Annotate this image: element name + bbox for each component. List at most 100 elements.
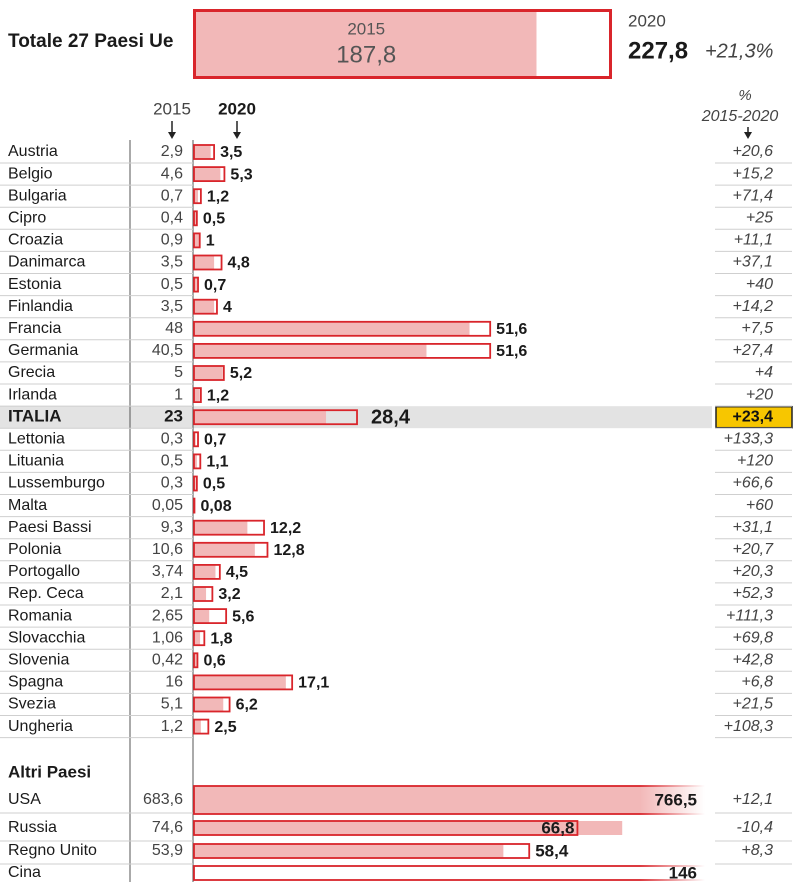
change-label: +21,3% (705, 40, 773, 62)
bar-outline (193, 608, 228, 624)
bar-outline (193, 718, 210, 735)
value-label: 187,8 (336, 41, 396, 68)
value-label: 3,5 (161, 298, 183, 315)
category-label: Francia (8, 320, 61, 337)
value-label: 0,5 (161, 453, 183, 470)
value-label: 0,7 (204, 432, 226, 449)
change-label: +40 (746, 276, 773, 293)
change-label: +11,1 (734, 232, 773, 249)
value-label: 3,74 (152, 563, 183, 580)
value-label: 12,8 (273, 542, 304, 559)
category-label: Estonia (8, 276, 61, 293)
bar (194, 321, 470, 336)
value-label: 0,9 (161, 232, 183, 249)
bar-outline (193, 232, 201, 249)
value-label: 66,8 (541, 818, 574, 837)
category-label: Malta (8, 497, 47, 514)
value-label: 0,7 (204, 277, 226, 294)
category-label: ITALIA (8, 407, 62, 426)
bar-outline (193, 365, 225, 381)
value-label: 9,3 (161, 519, 183, 536)
change-label: +108,3 (724, 718, 773, 735)
change-label: +27,4 (733, 342, 774, 359)
value-label: 3,5 (220, 144, 242, 161)
value-label: 5,2 (230, 365, 252, 382)
title: Totale 27 Paesi Ue (8, 31, 173, 52)
category-label: Lettonia (8, 431, 65, 448)
change-label: +60 (746, 497, 773, 514)
bar-outline (193, 144, 215, 160)
group-title: Altri Paesi (8, 762, 91, 781)
category-label: Regno Unito (8, 842, 97, 859)
value-label: 0,05 (152, 497, 183, 514)
bar (194, 366, 223, 380)
bar-outline (193, 843, 531, 859)
value-label: 227,8 (628, 37, 688, 64)
value-label: 1 (206, 233, 215, 250)
change-header: 2015-2020 (701, 108, 779, 125)
value-label: 4 (223, 299, 232, 316)
bar-outline (193, 431, 199, 448)
category-label: Danimarca (8, 254, 85, 271)
category-label: Finlandia (8, 298, 73, 315)
change-label: +8,3 (741, 842, 773, 859)
value-label: 23 (164, 407, 183, 426)
value-label: 1,2 (161, 718, 183, 735)
value-label: 0,5 (161, 276, 183, 293)
value-label: 0,5 (203, 211, 225, 228)
category-label: Russia (8, 819, 57, 836)
bar-outline (193, 652, 199, 669)
value-label: 1,2 (207, 188, 229, 205)
change-label: +6,8 (741, 674, 773, 691)
category-label: Austria (8, 143, 58, 160)
bar (194, 410, 327, 425)
value-label: 5,3 (230, 166, 252, 183)
value-label: 3,2 (218, 586, 240, 603)
value-label: 5,6 (232, 608, 254, 625)
bar-outline (193, 210, 198, 227)
bar (194, 211, 197, 226)
value-label: 5 (174, 364, 183, 381)
bar-outline (193, 166, 226, 183)
bar-outline (193, 865, 798, 881)
change-unit: % (738, 87, 751, 104)
value-label: 28,4 (371, 406, 411, 428)
change-label: +37,1 (733, 254, 773, 271)
change-label: +23,4 (733, 408, 774, 425)
bar-outline (193, 320, 492, 337)
category-label: Rep. Ceca (8, 585, 84, 602)
bar-outline (193, 630, 206, 647)
value-label: 1,8 (210, 630, 232, 647)
category-label: Bulgaria (8, 187, 67, 204)
bar (194, 564, 216, 579)
bar (194, 343, 427, 358)
bar (194, 587, 207, 601)
bar-outline (193, 254, 223, 271)
series-header: 2015 (153, 99, 191, 118)
bar (194, 844, 504, 858)
bar-outline (193, 276, 199, 293)
value-label: 0,7 (161, 187, 183, 204)
category-label: Slovacchia (8, 629, 85, 646)
category-label: Croazia (8, 232, 63, 249)
bar-outline (193, 696, 231, 713)
bar (194, 697, 224, 712)
bar (194, 233, 200, 248)
change-label: +71,4 (733, 187, 774, 204)
category-label: USA (8, 791, 41, 808)
bar-outline (193, 409, 358, 426)
header-arrows (168, 121, 752, 139)
value-label: 12,2 (270, 520, 301, 537)
bar (194, 189, 199, 204)
value-label: 683,6 (143, 791, 183, 808)
value-label: 1,1 (206, 454, 228, 471)
category-label: Lussemburgo (8, 475, 105, 492)
value-label: 0,5 (203, 476, 225, 493)
change-label: +20,3 (733, 563, 774, 580)
change-label: +69,8 (733, 629, 774, 646)
category-label: Germania (8, 342, 78, 359)
value-label: 4,5 (226, 564, 248, 581)
value-label: 0,42 (152, 652, 183, 669)
change-label: +4 (755, 364, 773, 381)
